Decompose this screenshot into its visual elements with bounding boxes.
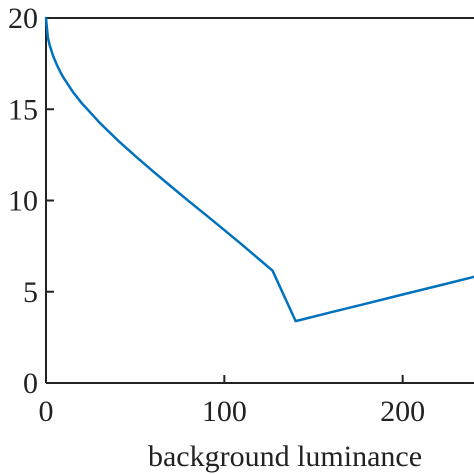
x-tick-label-100: 100: [202, 395, 247, 428]
x-tick-label-200: 200: [380, 395, 425, 428]
axes: [45, 17, 474, 384]
series-layer: [44, 16, 474, 323]
y-tick-label-20: 20: [8, 2, 38, 35]
y-tick-label-5: 5: [23, 276, 38, 309]
y-tick-label-15: 15: [8, 93, 38, 126]
x-axis-label: background luminance: [148, 440, 422, 473]
series-line-0: [44, 16, 474, 323]
x-tick-label-0: 0: [39, 395, 54, 428]
y-tick-label-10: 10: [8, 185, 38, 218]
y-tick-label-0: 0: [23, 367, 38, 400]
